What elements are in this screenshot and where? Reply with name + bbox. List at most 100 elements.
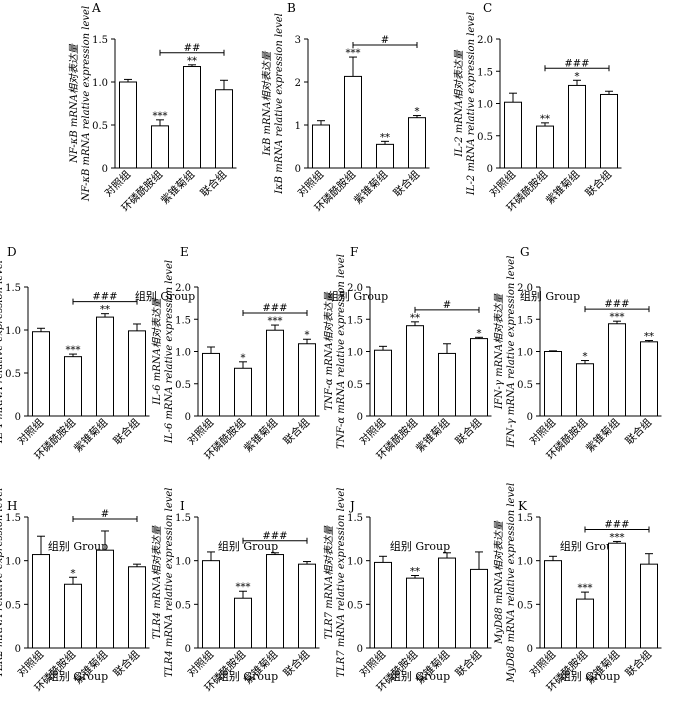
y-axis-label-cn: IL-2 mRNA相对表达量 xyxy=(453,49,465,157)
y-tick-label: 1.0 xyxy=(517,557,533,568)
bar xyxy=(470,338,488,417)
y-tick-label: 1.0 xyxy=(175,557,191,568)
y-axis-label-cn: NF-κB mRNA相对表达量 xyxy=(68,43,80,164)
y-tick-label: 1.0 xyxy=(517,348,533,359)
y-tick-label: 2.0 xyxy=(347,283,363,294)
bar xyxy=(576,363,594,417)
y-tick-label: 1.0 xyxy=(347,557,363,568)
y-tick-label: 2 xyxy=(295,78,301,89)
y-axis-label-en: IL-4 mRNA relative expression level xyxy=(0,260,5,444)
bar xyxy=(202,352,220,417)
bar xyxy=(406,325,424,417)
bar xyxy=(640,341,658,417)
y-tick-label: 1.0 xyxy=(477,100,493,111)
x-tick-label: 联合组 xyxy=(198,168,230,200)
y-tick-label: 0.5 xyxy=(477,132,493,143)
panel-f: F TNF-α mRNA相对表达量 TNF-α mRNA relative expr… xyxy=(323,245,492,553)
bracket-label: # xyxy=(443,300,451,311)
significance-stars: ** xyxy=(540,114,550,125)
bar xyxy=(608,542,626,649)
significance-stars: *** xyxy=(66,345,81,356)
y-tick-label: 1.0 xyxy=(5,557,21,568)
y-tick-label: 1.0 xyxy=(175,348,191,359)
x-axis-label: 组别 Group xyxy=(520,289,580,303)
x-tick-label: 联合组 xyxy=(623,416,655,448)
y-axis-label-en: NF-κB mRNA relative expression level xyxy=(81,6,92,202)
y-axis-label-cn: IFN-γ mRNA相对表达量 xyxy=(493,293,505,410)
x-axis-label: 组别 Group xyxy=(560,539,620,553)
y-tick-label: 0 xyxy=(357,644,363,655)
bar xyxy=(266,329,284,417)
x-axis-label: 组别 Group xyxy=(218,539,278,553)
y-axis-label-cn: TLR4 mRNA相对表达量 xyxy=(151,525,163,639)
bar xyxy=(96,316,114,417)
significance-stars: ** xyxy=(100,305,110,316)
y-tick-label: 2.0 xyxy=(477,35,493,46)
bracket-label: ### xyxy=(92,292,117,303)
bar xyxy=(298,343,316,417)
significance-stars: * xyxy=(583,352,588,363)
panel-letter: F xyxy=(350,245,358,259)
bar xyxy=(408,117,426,169)
y-tick-label: 3 xyxy=(295,35,301,46)
bar xyxy=(119,81,137,169)
significance-stars: *** xyxy=(236,582,251,593)
significance-stars: * xyxy=(477,328,482,339)
y-axis-label-cn: TNF-α mRNA相对表达量 xyxy=(323,291,335,410)
panel-a: A NF-κB mRNA相对表达量 NF-κB mRNA relative expr… xyxy=(68,1,237,303)
bracket-label: # xyxy=(101,509,109,520)
y-tick-label: 1.5 xyxy=(92,35,108,46)
y-tick-label: 0.5 xyxy=(517,380,533,391)
bar xyxy=(568,84,586,169)
significance-stars: * xyxy=(71,568,76,579)
bar xyxy=(374,561,392,649)
x-tick-label: 联合组 xyxy=(391,168,423,200)
x-axis-label: 组别 Group xyxy=(390,669,450,683)
bar xyxy=(406,577,424,649)
bar xyxy=(470,568,488,649)
significance-stars: * xyxy=(415,107,420,118)
y-tick-label: 0.5 xyxy=(175,600,191,611)
bar xyxy=(32,554,50,649)
x-tick-label: 紫锥菊组 xyxy=(413,416,452,455)
x-axis-label: 组别 Group xyxy=(48,539,108,553)
bar xyxy=(600,93,618,169)
bracket-label: # xyxy=(381,35,389,46)
bracket-label: ### xyxy=(564,58,589,69)
y-tick-label: 0 xyxy=(487,164,493,175)
y-tick-label: 1.5 xyxy=(477,67,493,78)
significance-stars: *** xyxy=(346,48,361,59)
bracket-label: ### xyxy=(604,299,629,310)
significance-stars: *** xyxy=(153,111,168,122)
bar xyxy=(151,125,169,169)
y-axis-label-en: TNF-α mRNA relative expression level xyxy=(336,254,347,449)
panel-i: I TLR4 mRNA相对表达量 TLR4 mRNA relative expres… xyxy=(151,487,320,694)
significance-stars: *** xyxy=(610,312,625,323)
y-axis-label-en: IFN-γ mRNA relative expression level xyxy=(506,256,517,449)
bar xyxy=(298,563,316,649)
panel-letter: J xyxy=(348,499,355,513)
panel-c: C IL-2 mRNA相对表达量 IL-2 mRNA relative expres… xyxy=(453,1,622,303)
bar xyxy=(544,560,562,649)
panel-e: E IL-6 mRNA相对表达量 IL-6 mRNA relative expres… xyxy=(151,245,320,553)
y-tick-label: 0.5 xyxy=(347,600,363,611)
bracket-label: ### xyxy=(262,531,287,542)
x-tick-label: 紫锥菊组 xyxy=(351,168,390,207)
y-tick-label: 1.5 xyxy=(5,283,21,294)
y-axis-label-en: TLR4 mRNA relative expression level xyxy=(164,487,175,677)
y-tick-label: 0 xyxy=(102,164,108,175)
y-axis-label-en: TLR2 mRNA relative expression level xyxy=(0,487,5,677)
significance-stars: * xyxy=(575,71,580,82)
panel-j: J TLR7 mRNA相对表达量 TLR7 mRNA relative expres… xyxy=(323,487,492,694)
bar xyxy=(504,101,522,169)
y-axis-label-en: MyD88 mRNA relative expression level xyxy=(506,483,517,683)
y-axis-label-en: IL-6 mRNA relative expression level xyxy=(164,260,175,444)
x-tick-label: 联合组 xyxy=(111,416,143,448)
panel-letter: G xyxy=(520,245,530,259)
x-axis-label: 组别 Group xyxy=(390,539,450,553)
y-axis-label-cn: IκB mRNA相对表达量 xyxy=(261,50,273,156)
x-tick-label: 联合组 xyxy=(281,648,313,680)
